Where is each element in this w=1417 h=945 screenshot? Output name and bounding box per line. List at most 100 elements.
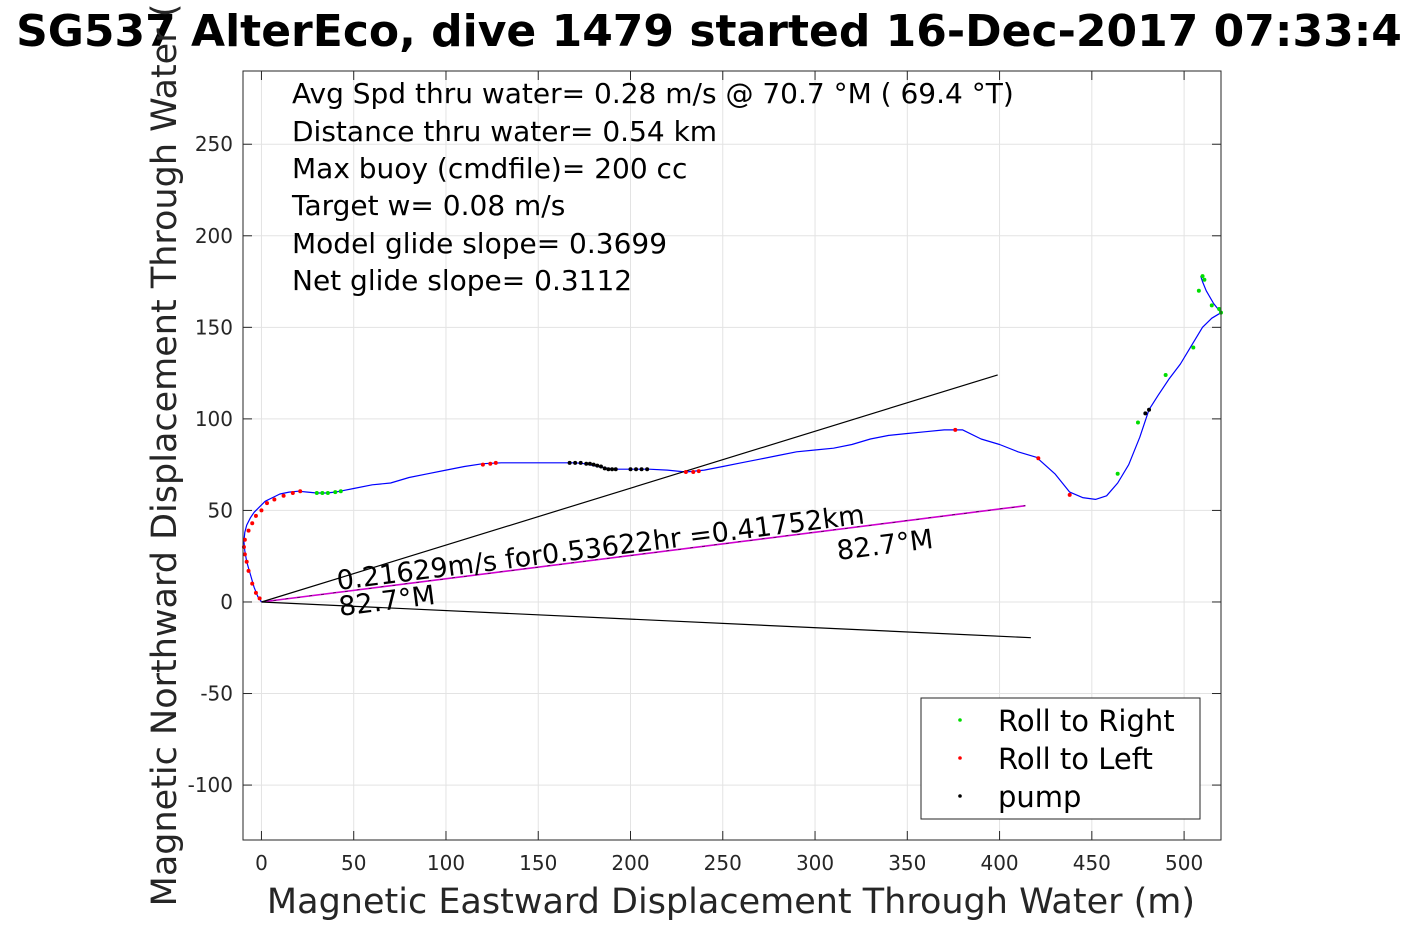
x-tick-label: 0 [255, 851, 268, 875]
marker-roll-to-left [244, 559, 249, 564]
y-tick-label: 250 [195, 132, 233, 156]
legend: Roll to Right Roll to Left pump [920, 697, 1201, 820]
x-axis-label: Magnetic Eastward Displacement Through W… [267, 882, 1195, 922]
y-tick-label: 100 [195, 407, 233, 431]
plot-frame [242, 70, 1222, 841]
marker-roll-to-right [1202, 277, 1207, 282]
marker-roll-to-right [320, 491, 325, 496]
marker-roll-to-right [1217, 307, 1222, 312]
marker-pump [587, 461, 592, 466]
marker-roll-to-left [1067, 492, 1072, 497]
marker-pump [1147, 407, 1152, 412]
marker-roll-to-left [250, 521, 255, 526]
marker-pump [610, 467, 615, 472]
marker-roll-to-left [493, 460, 498, 465]
marker-pump [634, 467, 639, 472]
marker-pump [628, 467, 633, 472]
y-tick-label: 200 [195, 224, 233, 248]
x-tick-label: 350 [888, 851, 926, 875]
y-axis-label: Magnetic Northward Displacement Through … [145, 4, 185, 907]
marker-pump [584, 461, 589, 466]
y-tick-label: 0 [220, 590, 233, 614]
marker-roll-to-left [246, 528, 251, 533]
annotation-max-buoy: Max buoy (cmdfile)= 200 cc [292, 152, 687, 185]
x-tick-label: 300 [796, 851, 834, 875]
marker-roll-to-right [325, 491, 330, 496]
marker-roll-to-left [488, 461, 493, 466]
legend-box [920, 697, 1201, 820]
current-line-dots [261, 505, 1026, 603]
wedge-lower-line [261, 601, 1031, 639]
annotation-distance: Distance thru water= 0.54 km [292, 115, 717, 148]
y-axis-ticks: -100 -50 0 50 100 150 200 250 [188, 132, 1221, 797]
wedge-upper-line [261, 374, 998, 603]
marker-pump [573, 460, 578, 465]
x-tick-label: 400 [980, 851, 1018, 875]
marker-pump [606, 467, 611, 472]
marker-roll-to-right [1163, 372, 1168, 377]
x-tick-label: 500 [1165, 851, 1203, 875]
marker-roll-to-right [333, 490, 338, 495]
legend-label-pump: pump [998, 780, 1081, 814]
annotation-avg-speed: Avg Spd thru water= 0.28 m/s @ 70.7 °M (… [292, 77, 1014, 110]
annotation-target-w: Target w= 0.08 m/s [291, 189, 565, 222]
legend-label-roll-left: Roll to Left [998, 742, 1153, 776]
marker-roll-to-left [253, 590, 258, 595]
marker-pump [645, 467, 650, 472]
marker-roll-to-right [338, 489, 343, 494]
marker-roll-to-left [259, 508, 264, 513]
annotation-net-glide-slope: Net glide slope= 0.3112 [292, 264, 632, 297]
marker-roll-to-right [1115, 471, 1120, 476]
marker-pump [578, 460, 583, 465]
marker-roll-to-left [264, 501, 269, 506]
legend-marker-roll-right [958, 718, 962, 722]
legend-label-roll-right: Roll to Right [998, 704, 1175, 738]
marker-roll-to-left [953, 427, 958, 432]
marker-pump [591, 462, 596, 467]
legend-marker-roll-left [958, 756, 962, 760]
marker-roll-to-right [1191, 345, 1196, 350]
marker-roll-to-left [250, 581, 255, 586]
x-tick-label: 150 [519, 851, 557, 875]
marker-roll-to-left [257, 596, 262, 601]
y-tick-label: -50 [200, 682, 233, 706]
x-axis-ticks: 0 50 100 150 200 250 300 350 400 450 500 [255, 71, 1203, 875]
y-tick-label: 50 [208, 498, 233, 522]
legend-marker-pump [958, 794, 962, 798]
marker-pump [613, 467, 618, 472]
marker-roll-to-left [1036, 456, 1041, 461]
x-tick-label: 450 [1073, 851, 1111, 875]
marker-roll-to-right [1135, 420, 1140, 425]
marker-roll-to-left [242, 552, 247, 557]
annotation-model-glide-slope: Model glide slope= 0.3699 [292, 227, 667, 260]
marker-roll-to-left [246, 568, 251, 573]
stats-annotations: Avg Spd thru water= 0.28 m/s @ 70.7 °M (… [291, 77, 1014, 297]
x-tick-label: 250 [704, 851, 742, 875]
chart-title: SG537 AlterEco, dive 1479 started 16-Dec… [16, 6, 1402, 57]
marker-roll-to-right [1200, 274, 1205, 279]
marker-roll-to-left [272, 497, 277, 502]
marker-roll-to-left [298, 489, 303, 494]
plot-series [241, 274, 1223, 639]
marker-roll-to-left [696, 469, 701, 474]
marker-roll-to-left [242, 537, 247, 542]
marker-pump [595, 463, 600, 468]
marker-roll-to-left [253, 513, 258, 518]
x-tick-label: 100 [427, 851, 465, 875]
marker-pump [602, 466, 607, 471]
marker-roll-to-right [1209, 303, 1214, 308]
marker-pump [567, 460, 572, 465]
marker-roll-to-left [281, 493, 286, 498]
marker-roll-to-left [691, 469, 696, 474]
marker-pump [639, 467, 644, 472]
marker-roll-to-left [480, 462, 485, 467]
y-tick-label: 150 [195, 315, 233, 339]
marker-roll-to-left [683, 469, 688, 474]
y-tick-label: -100 [188, 773, 233, 797]
x-tick-label: 200 [611, 851, 649, 875]
marker-roll-to-right [1196, 288, 1201, 293]
marker-roll-to-left [290, 491, 295, 496]
marker-pump [1143, 411, 1148, 416]
marker-pump [598, 464, 603, 469]
